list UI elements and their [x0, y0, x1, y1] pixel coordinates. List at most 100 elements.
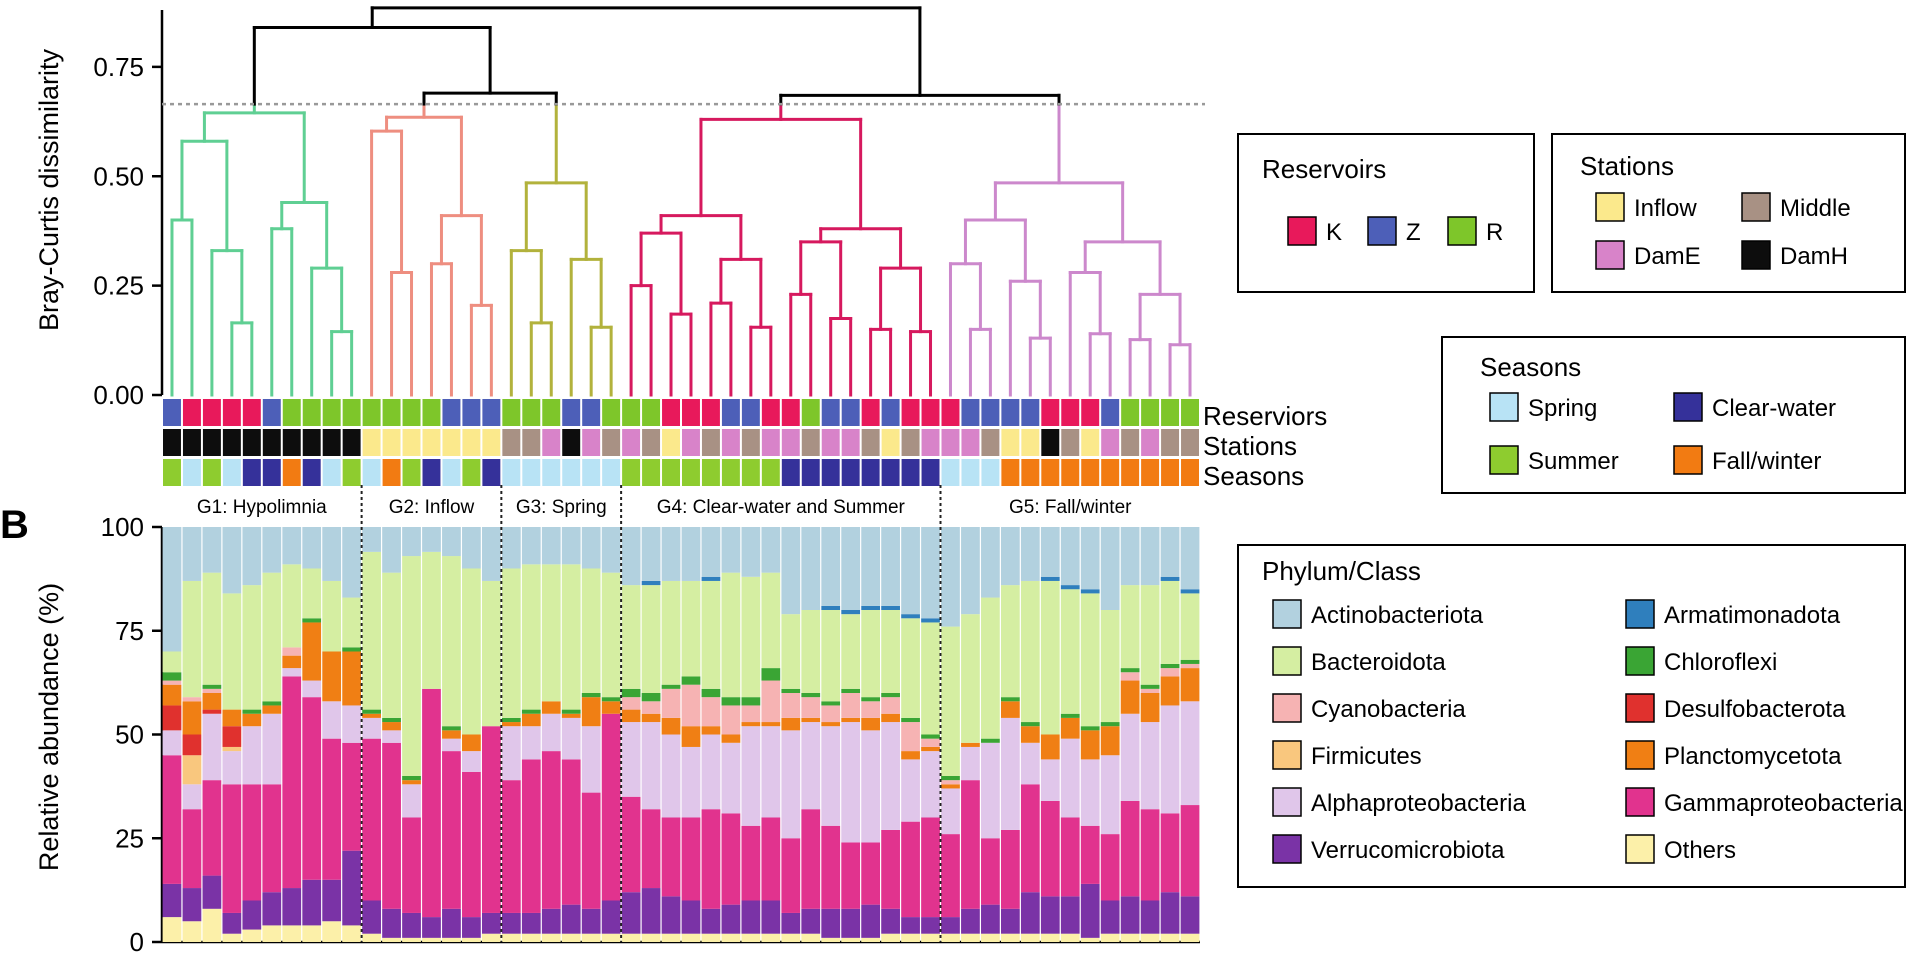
bar-segment	[1140, 933, 1160, 942]
bar-segment	[621, 892, 641, 934]
bar-segment	[781, 912, 801, 934]
legend-phylum-swatch	[1625, 599, 1655, 629]
legend-phylum-label: Planctomycetota	[1664, 743, 1842, 770]
legend-station-label: DamE	[1634, 243, 1701, 270]
bar-segment	[841, 614, 861, 689]
bar-segment	[1100, 726, 1120, 756]
bar-segment	[322, 580, 342, 652]
bar-segment	[182, 734, 202, 756]
season-cell	[262, 459, 281, 486]
bar-segment	[581, 697, 601, 727]
legend-phylum-swatch	[1272, 740, 1302, 770]
bar-segment	[442, 908, 461, 938]
bar-segment	[921, 917, 940, 934]
bar-segment	[701, 734, 721, 810]
bar-segment	[821, 701, 841, 706]
legend-reservoir-label: R	[1486, 219, 1503, 246]
bar-segment	[561, 717, 581, 760]
sample-annotation-strips	[163, 399, 1199, 486]
bar-segment	[1000, 697, 1020, 702]
bar-segment	[222, 709, 242, 727]
reservoir-cell	[741, 399, 760, 426]
bar-segment	[501, 912, 521, 934]
bar-segment	[781, 688, 801, 693]
bar-segment	[1080, 759, 1100, 826]
bar-segment	[721, 697, 741, 706]
bar-segment	[1020, 784, 1040, 893]
legend-reservoir-swatch	[1447, 216, 1477, 246]
reservoir-cell	[622, 399, 641, 426]
bar-segment	[422, 551, 441, 689]
season-cell	[622, 459, 641, 486]
bar-segment	[841, 722, 861, 843]
bar-segment	[262, 925, 282, 942]
season-cell	[482, 459, 501, 486]
bar-segment	[442, 937, 461, 942]
bar-segment	[442, 730, 461, 739]
bar-segment	[282, 527, 302, 565]
bar-segment	[721, 527, 741, 573]
season-cell	[721, 459, 740, 486]
bar-segment	[382, 742, 401, 909]
season-cell	[1001, 459, 1020, 486]
bar-segment	[541, 713, 561, 752]
bar-segment	[162, 730, 182, 756]
bar-segment	[741, 726, 761, 826]
season-cell	[921, 459, 940, 486]
legend-reservoirs-box	[1237, 133, 1535, 293]
reservoir-cell	[482, 399, 501, 426]
bar-segment	[881, 908, 900, 934]
bar-segment	[721, 933, 741, 942]
group-label: G2: Inflow	[389, 497, 475, 518]
bar-segment	[242, 585, 262, 710]
season-cell	[861, 459, 880, 486]
bar-segment	[961, 527, 980, 615]
bar-segment	[1120, 713, 1140, 801]
bar-segment	[681, 527, 701, 581]
bar-segment	[182, 809, 202, 889]
station-cell	[801, 429, 820, 456]
bar-segment	[721, 705, 741, 735]
bar-segment	[462, 917, 481, 938]
bar-segment	[621, 709, 641, 723]
station-cell	[342, 429, 361, 456]
legend-station-label: DamH	[1780, 243, 1848, 270]
bar-segment	[1000, 701, 1020, 718]
bar-segment	[861, 937, 881, 942]
bar-segment	[681, 900, 701, 934]
season-cell	[981, 459, 1000, 486]
season-cell	[582, 459, 601, 486]
bar-segment	[1140, 688, 1160, 693]
bar-segment	[961, 908, 980, 934]
bar-segment	[861, 730, 881, 843]
bar-segment	[661, 580, 681, 685]
legend-station-swatch	[1595, 240, 1625, 270]
bar-segment	[521, 564, 541, 710]
legend-seasons-box	[1441, 336, 1906, 494]
station-cell	[422, 429, 441, 456]
legend-phylum-label: Desulfobacterota	[1664, 696, 1846, 723]
bar-segment	[901, 614, 920, 619]
bar-tick-label: 75	[115, 616, 144, 646]
bar-segment	[801, 693, 821, 698]
bar-segment	[402, 937, 421, 942]
bar-segment	[1060, 589, 1080, 714]
bar-segment	[302, 622, 322, 681]
bar-segment	[1080, 589, 1100, 594]
season-cell	[1141, 459, 1160, 486]
season-cell	[662, 459, 680, 486]
bar-segment	[162, 672, 182, 681]
station-cell	[881, 429, 900, 456]
bar-segment	[861, 697, 881, 702]
bar-segment	[162, 883, 182, 918]
bar-segment	[1160, 933, 1180, 942]
bar-segment	[881, 605, 900, 610]
bar-segment	[342, 527, 362, 598]
bar-segment	[402, 817, 421, 913]
dendrogram-y-axis-label: Bray-Curtis dissimilarity	[34, 48, 64, 331]
bar-segment	[581, 693, 601, 698]
season-cell	[761, 459, 780, 486]
reservoir-cell	[721, 399, 740, 426]
bar-segment	[422, 917, 441, 938]
